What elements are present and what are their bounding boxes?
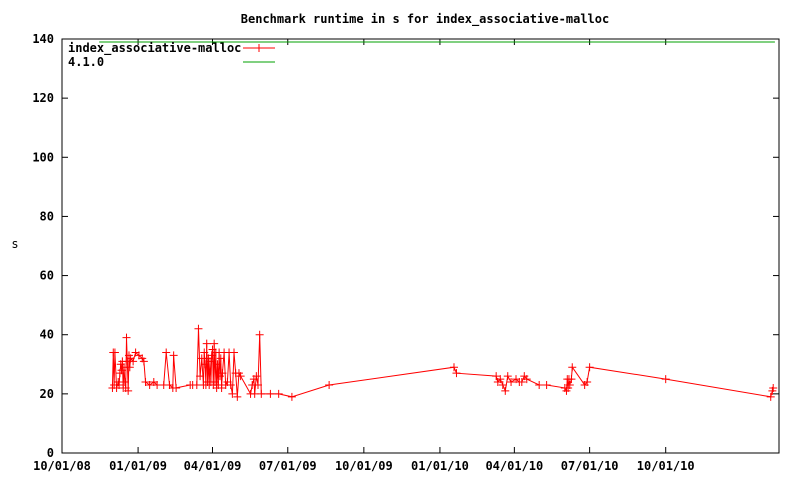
- y-tick-label: 140: [32, 32, 54, 46]
- x-tick-label: 10/01/10: [637, 459, 695, 473]
- data-point: [253, 380, 262, 389]
- data-point: [228, 389, 237, 398]
- data-point: [218, 369, 227, 378]
- data-point: [507, 378, 516, 387]
- data-point: [141, 378, 150, 387]
- data-point: [230, 348, 239, 357]
- data-point: [274, 389, 283, 398]
- data-point: [120, 378, 129, 387]
- data-point: [257, 389, 266, 398]
- series-1: [108, 324, 778, 401]
- data-point: [766, 392, 775, 401]
- legend-label: 4.1.0: [68, 55, 104, 69]
- data-point: [567, 375, 576, 384]
- data-point: [503, 372, 512, 381]
- chart-title: Benchmark runtime in s for index_associa…: [241, 12, 609, 27]
- data-point: [196, 372, 205, 381]
- x-tick-label: 01/01/09: [109, 459, 167, 473]
- data-point: [287, 392, 296, 401]
- data-point: [194, 324, 203, 333]
- data-point: [210, 339, 219, 348]
- data-point: [255, 330, 264, 339]
- data-point: [325, 380, 334, 389]
- data-point: [492, 372, 501, 381]
- data-point: [517, 378, 526, 387]
- data-point: [236, 372, 245, 381]
- y-tick-label: 100: [32, 150, 54, 164]
- x-tick-label: 07/01/09: [259, 459, 317, 473]
- data-point: [583, 378, 592, 387]
- data-point: [522, 375, 531, 384]
- data-point: [124, 386, 133, 395]
- data-point: [266, 389, 275, 398]
- data-point: [496, 375, 505, 384]
- data-point: [501, 386, 510, 395]
- data-point: [252, 372, 261, 381]
- y-tick-label: 60: [40, 269, 54, 283]
- series-line: [111, 328, 774, 398]
- data-point: [217, 383, 226, 392]
- y-tick-label: 40: [40, 328, 54, 342]
- data-point: [129, 357, 138, 366]
- data-point: [233, 392, 242, 401]
- data-point: [169, 351, 178, 360]
- data-point: [449, 363, 458, 372]
- data-point: [498, 380, 507, 389]
- y-tick-label: 0: [47, 446, 54, 460]
- y-tick-label: 120: [32, 91, 54, 105]
- data-point: [568, 363, 577, 372]
- data-point: [585, 363, 594, 372]
- data-point: [661, 375, 670, 384]
- y-tick-label: 20: [40, 387, 54, 401]
- data-point: [207, 351, 216, 360]
- data-point: [200, 348, 209, 357]
- data-point: [145, 380, 154, 389]
- axes: 0 20 40 60 80 100 120 140 10/01/08 01/01/09 04/01/…: [32, 32, 780, 473]
- data-point: [206, 357, 215, 366]
- y-tick-label: 80: [40, 209, 54, 223]
- data-point: [162, 348, 171, 357]
- data-point: [122, 333, 131, 342]
- data-point: [110, 348, 119, 357]
- series-layer: [99, 41, 778, 401]
- data-point: [769, 383, 778, 392]
- data-point: [216, 354, 225, 363]
- data-point: [202, 339, 211, 348]
- data-point: [452, 369, 461, 378]
- x-tick-label: 07/01/10: [561, 459, 619, 473]
- data-point: [172, 383, 181, 392]
- data-point: [565, 380, 574, 389]
- plot-border: [61, 38, 780, 454]
- x-tick-label: 10/01/09: [335, 459, 393, 473]
- x-tick-label: 04/01/09: [184, 459, 242, 473]
- data-point: [542, 380, 551, 389]
- data-point: [125, 363, 134, 372]
- data-point: [535, 380, 544, 389]
- y-axis-label: s: [11, 237, 18, 251]
- data-point: [201, 360, 210, 369]
- legend-marker: [255, 44, 263, 52]
- x-tick-label: 01/01/10: [411, 459, 469, 473]
- x-tick-label: 04/01/10: [485, 459, 543, 473]
- legend-label: index_associative-malloc: [68, 41, 241, 56]
- x-tick-label: 10/01/08: [33, 459, 91, 473]
- data-point: [226, 380, 235, 389]
- data-point: [115, 380, 124, 389]
- data-point: [213, 360, 222, 369]
- data-point: [139, 357, 148, 366]
